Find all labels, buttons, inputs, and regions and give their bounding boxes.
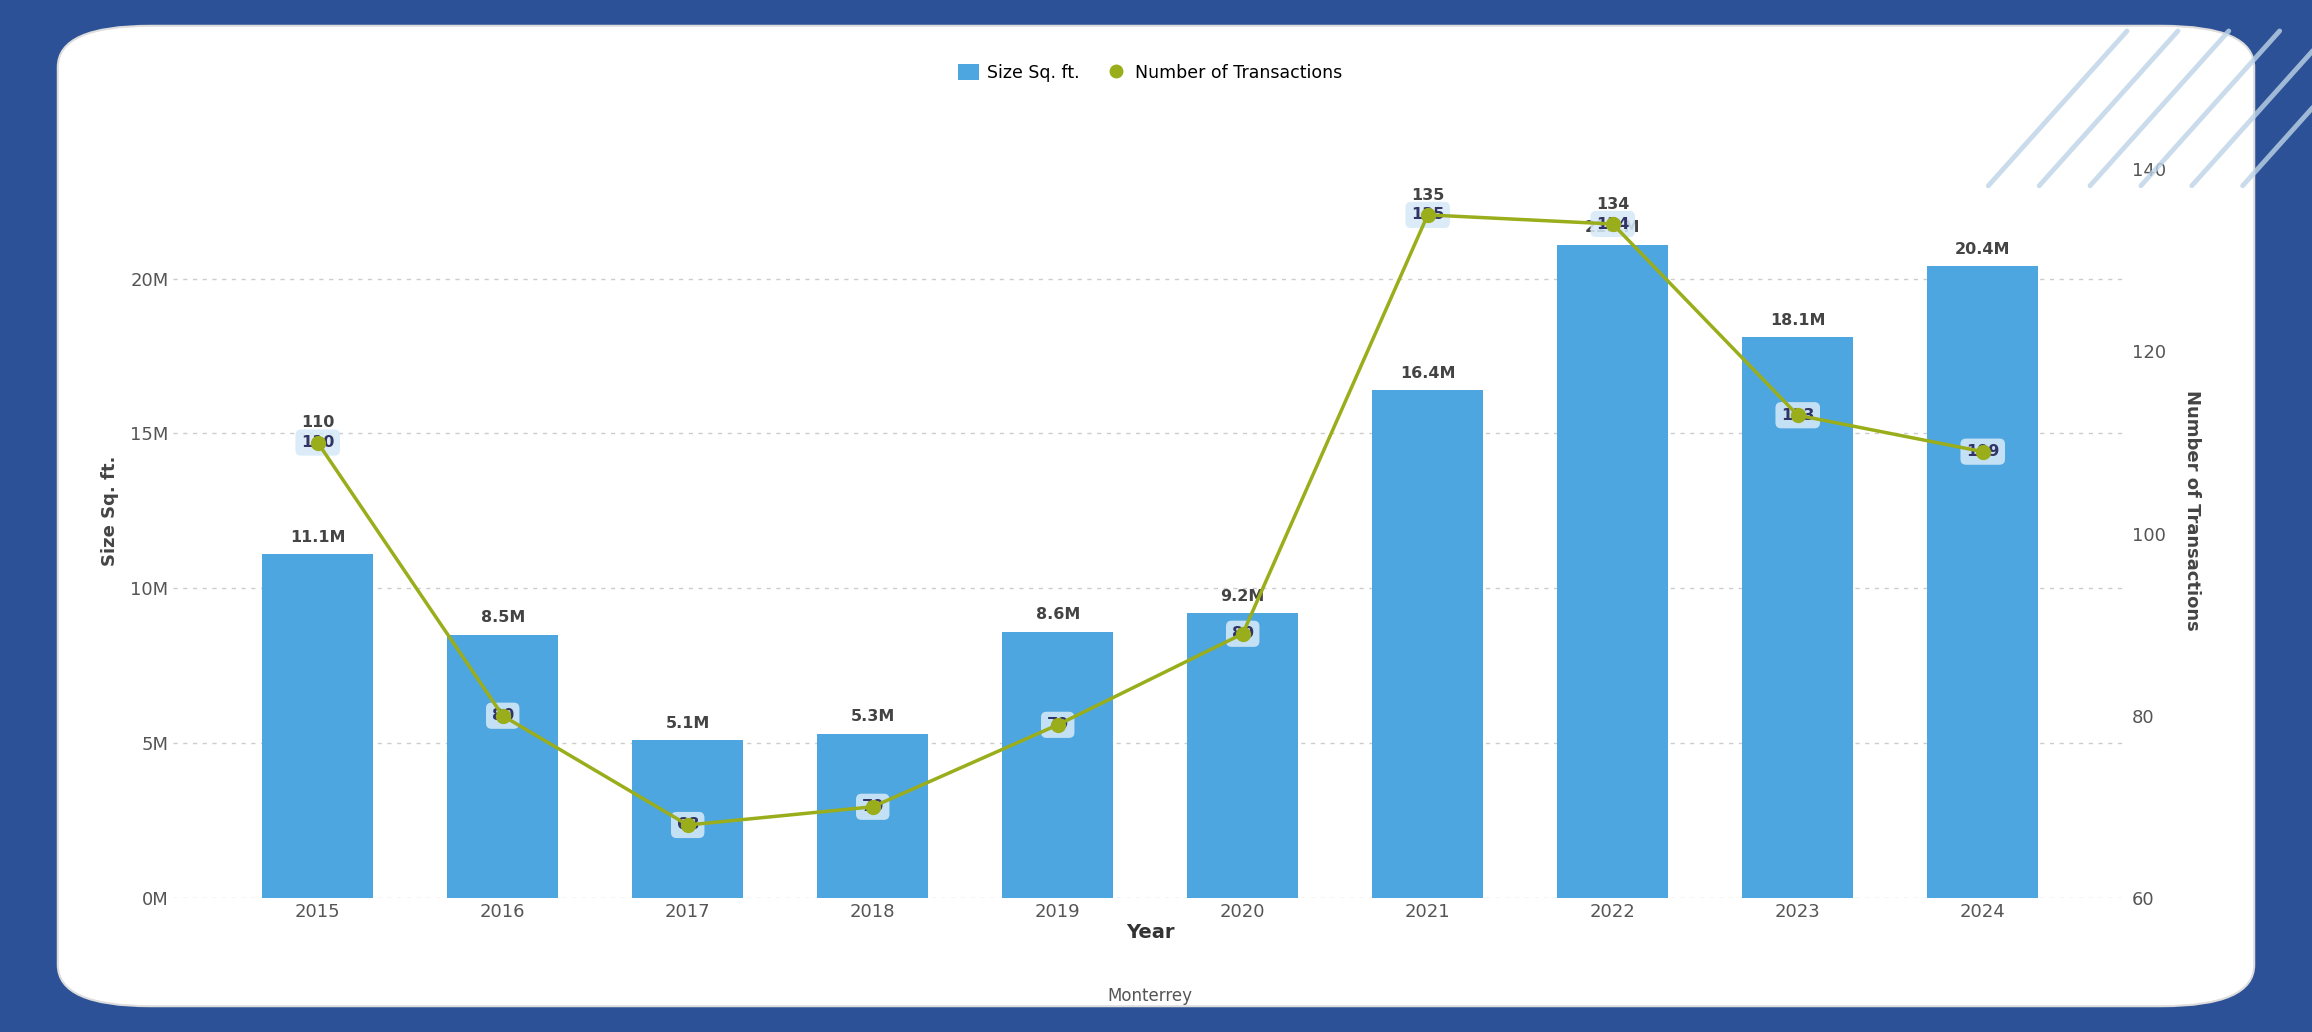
- Text: 11.1M: 11.1M: [289, 529, 344, 545]
- Text: 135: 135: [1410, 207, 1445, 223]
- Bar: [631, 740, 742, 898]
- Text: 134: 134: [1595, 197, 1630, 212]
- Bar: [1558, 245, 1669, 898]
- Text: 68: 68: [677, 817, 698, 833]
- Text: 9.2M: 9.2M: [1221, 588, 1265, 604]
- Bar: [1188, 613, 1299, 898]
- Text: 79: 79: [1047, 717, 1068, 733]
- Bar: [261, 554, 372, 898]
- X-axis label: Year: Year: [1126, 924, 1174, 942]
- Bar: [446, 635, 557, 898]
- Bar: [1001, 632, 1112, 898]
- Text: 109: 109: [1965, 444, 2000, 459]
- Y-axis label: Size Sq. ft.: Size Sq. ft.: [102, 456, 118, 566]
- Text: 135: 135: [1410, 188, 1445, 202]
- Text: 113: 113: [1780, 408, 1815, 423]
- Bar: [1928, 266, 2039, 898]
- Text: 18.1M: 18.1M: [1771, 313, 1826, 328]
- Text: 16.4M: 16.4M: [1401, 365, 1457, 381]
- Bar: [1373, 390, 1484, 898]
- Text: 80: 80: [492, 708, 513, 723]
- Text: 110: 110: [301, 415, 335, 430]
- Text: 70: 70: [862, 799, 883, 814]
- Text: 5.1M: 5.1M: [666, 715, 710, 731]
- Text: 21.1M: 21.1M: [1586, 220, 1642, 235]
- Text: 8.6M: 8.6M: [1036, 607, 1080, 622]
- Bar: [816, 734, 927, 898]
- Text: 89: 89: [1232, 626, 1253, 641]
- Legend: Size Sq. ft., Number of Transactions: Size Sq. ft., Number of Transactions: [948, 55, 1353, 91]
- Text: 5.3M: 5.3M: [851, 709, 895, 724]
- Text: 134: 134: [1595, 217, 1630, 231]
- Text: 110: 110: [301, 436, 335, 450]
- Text: 8.5M: 8.5M: [481, 610, 525, 625]
- Bar: [1743, 337, 1854, 898]
- Text: 20.4M: 20.4M: [1956, 241, 2011, 257]
- Text: Monterrey: Monterrey: [1107, 987, 1193, 1005]
- Y-axis label: Number of Transactions: Number of Transactions: [2183, 390, 2201, 632]
